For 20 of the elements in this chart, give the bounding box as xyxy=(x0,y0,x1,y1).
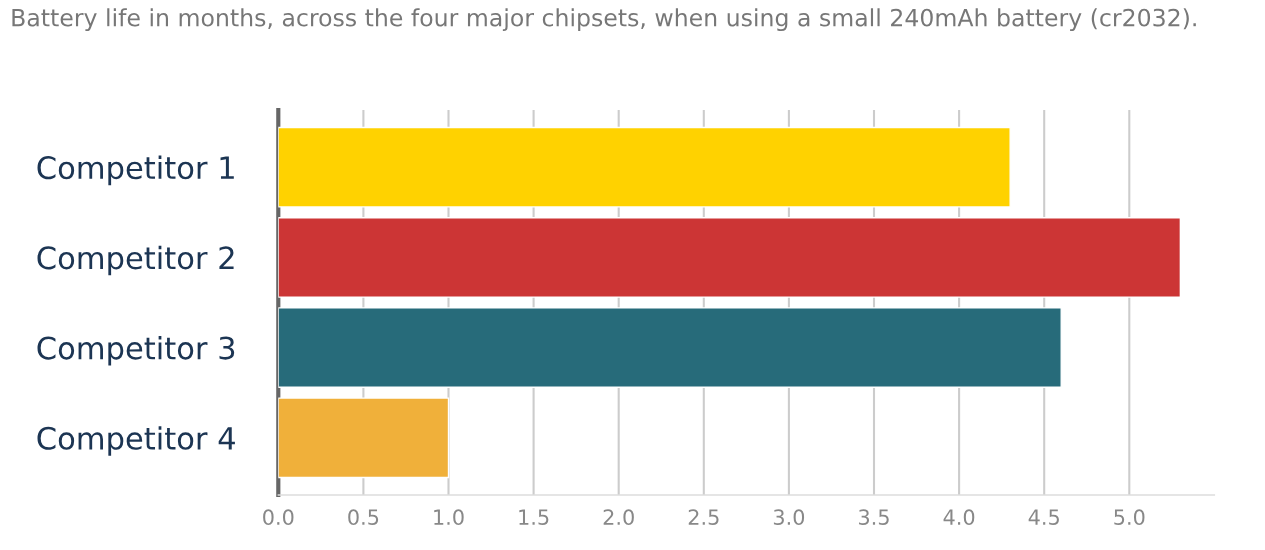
x-tick-label: 4.5 xyxy=(1028,509,1059,526)
x-tick-label: 1.5 xyxy=(519,509,549,526)
chart-subtitle: Battery life in months, across the four major chipsets, when using a small 240mAh battery (cr2032). xyxy=(12,8,1196,32)
x-tick-label: 2.0 xyxy=(603,509,634,526)
x-tick-label: 0.0 xyxy=(263,509,294,526)
y-tick-label: Competitor 1 xyxy=(37,155,234,186)
x-tick-label: 3.0 xyxy=(773,509,805,526)
x-tick-label: 2.5 xyxy=(688,509,719,526)
bar xyxy=(278,397,450,479)
bar xyxy=(278,307,1062,388)
x-tick-label: 3.5 xyxy=(859,509,889,526)
bar xyxy=(278,217,1182,298)
y-tick-label: Competitor 2 xyxy=(37,245,234,276)
x-tick-label: 4.0 xyxy=(943,509,975,526)
x-tick-label: 1.0 xyxy=(434,509,464,526)
bar xyxy=(278,126,1011,208)
y-tick-label: Competitor 3 xyxy=(37,335,235,366)
y-tick-label: Competitor 4 xyxy=(37,426,235,456)
x-tick-label: 0.5 xyxy=(348,509,379,526)
x-tick-label: 5.0 xyxy=(1114,509,1145,526)
